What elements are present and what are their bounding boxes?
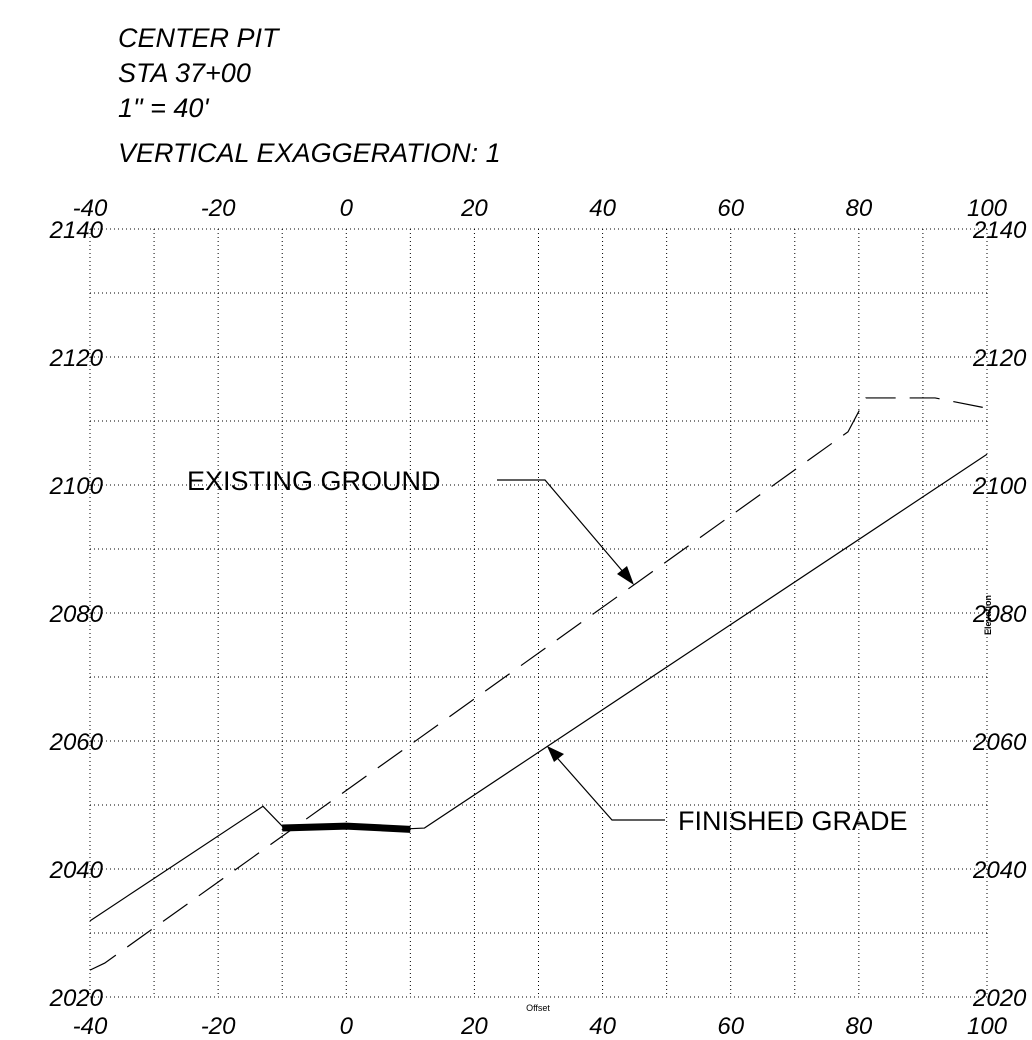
x-tick-label: 0 — [340, 195, 354, 222]
x-tick-label: 80 — [846, 1013, 873, 1040]
y-tick-label: 2100 — [49, 473, 104, 500]
title-line: STA 37+00 — [118, 58, 251, 88]
series-line — [89, 397, 988, 971]
x-tick-label: 20 — [460, 195, 488, 222]
series-line — [89, 453, 988, 922]
x-tick-label: -20 — [201, 1013, 236, 1040]
y-tick-label: 2020 — [972, 985, 1027, 1012]
x-tick-label: 80 — [846, 195, 873, 222]
leader-line — [497, 479, 631, 581]
x-tick-label: 60 — [717, 1013, 744, 1040]
arrowhead — [617, 566, 634, 585]
x-tick-label: 40 — [589, 195, 616, 222]
annotations: EXISTING GROUND FINISHED GRADE — [187, 466, 908, 836]
y-tick-label: 2080 — [972, 601, 1027, 628]
x-tick-label: -40 — [73, 195, 108, 222]
y-tick-label: 2140 — [49, 217, 104, 244]
title-line: VERTICAL EXAGGERATION: 1 — [118, 138, 501, 168]
y-tick-label: 2100 — [972, 473, 1027, 500]
y-tick-label: 2120 — [972, 345, 1027, 372]
leader-line — [551, 751, 665, 821]
x-tick-label: 100 — [967, 1013, 1008, 1040]
x-axis-label: Offset — [526, 1003, 550, 1013]
y-tick-label: 2140 — [972, 217, 1027, 244]
title-block: CENTER PIT STA 37+00 1" = 40' VERTICAL E… — [118, 23, 501, 168]
title-line: 1" = 40' — [118, 93, 209, 123]
y-axis-label: Elevation — [983, 595, 993, 635]
y-tick-label: 2020 — [49, 985, 104, 1012]
series-line — [282, 822, 411, 833]
annotation: EXISTING GROUND — [187, 466, 441, 496]
title-line: CENTER PIT — [118, 23, 281, 53]
x-tick-label: -20 — [201, 195, 236, 222]
arrowhead — [547, 746, 564, 762]
y-tick-label: 2120 — [49, 345, 104, 372]
x-tick-label: -40 — [73, 1013, 108, 1040]
grid — [89, 228, 988, 998]
x-tick-label: 40 — [589, 1013, 616, 1040]
annotation: FINISHED GRADE — [678, 806, 908, 836]
y-tick-label: 2040 — [972, 857, 1027, 884]
y-tick-label: 2080 — [49, 601, 104, 628]
y-tick-label: 2060 — [49, 729, 104, 756]
x-tick-label: 20 — [460, 1013, 488, 1040]
x-tick-label: 0 — [340, 1013, 354, 1040]
x-tick-label: 100 — [967, 195, 1008, 222]
y-tick-label: 2060 — [972, 729, 1027, 756]
y-tick-label: 2040 — [49, 857, 104, 884]
x-tick-label: 60 — [717, 195, 744, 222]
